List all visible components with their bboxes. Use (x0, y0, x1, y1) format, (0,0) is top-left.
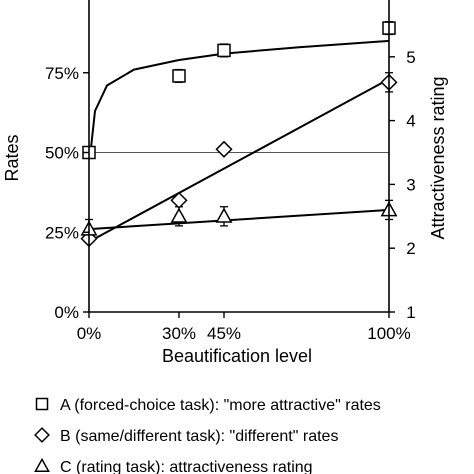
left-tick-label: 50% (45, 144, 79, 163)
fit-line-c (88, 208, 390, 231)
left-tick-label: 0% (54, 303, 79, 322)
right-tick-label: 2 (406, 239, 415, 258)
marker-a (217, 43, 231, 58)
right-axis-ticks: 1 2 3 4 5 6 (389, 0, 416, 322)
left-axis-ticks: 0% 25% 50% 75% 100% (36, 0, 89, 322)
x-tick-label: 45% (207, 324, 241, 343)
right-tick-label: 3 (406, 175, 415, 194)
marker-c (170, 207, 188, 223)
x-tick-label: 30% (162, 324, 196, 343)
y-axis-right-title: Attractiveness rating (428, 76, 448, 239)
left-tick-label: 100% (36, 0, 79, 3)
legend: A (forced-choice task): "more attractive… (34, 397, 381, 474)
left-tick-label: 75% (45, 64, 79, 83)
right-tick-label: 6 (406, 0, 415, 3)
right-tick-label: 4 (406, 112, 415, 131)
fit-lines (88, 39, 390, 243)
right-tick-label: 5 (406, 48, 415, 67)
x-tick-label: 0% (77, 324, 102, 343)
x-tick-label: 100% (367, 324, 410, 343)
error-bars (85, 21, 393, 240)
right-tick-label: 1 (406, 303, 415, 322)
legend-label: B (same/different task): "different" rat… (60, 428, 338, 445)
data-markers (80, 21, 398, 248)
legend-marker-triangle (34, 457, 50, 473)
left-tick-label: 25% (45, 223, 79, 242)
legend-marker-diamond (34, 427, 50, 443)
legend-marker-square (35, 397, 49, 411)
marker-a (172, 69, 186, 83)
x-axis-ticks: 0% 30% 45% 100% (77, 312, 411, 343)
y-axis-left-title: Rates (2, 134, 22, 181)
x-axis-title: Beautification level (162, 346, 312, 366)
marker-b (215, 140, 233, 158)
fit-line-b (88, 78, 390, 243)
legend-label: A (forced-choice task): "more attractive… (60, 397, 381, 414)
marker-c (215, 207, 233, 223)
fit-line-a (89, 39, 390, 153)
plot-area: 0% 25% 50% 75% 100% 1 2 3 4 5 6 0% 30% 45% 100% (36, 0, 416, 343)
legend-label: C (rating task): attractiveness rating (60, 459, 313, 474)
